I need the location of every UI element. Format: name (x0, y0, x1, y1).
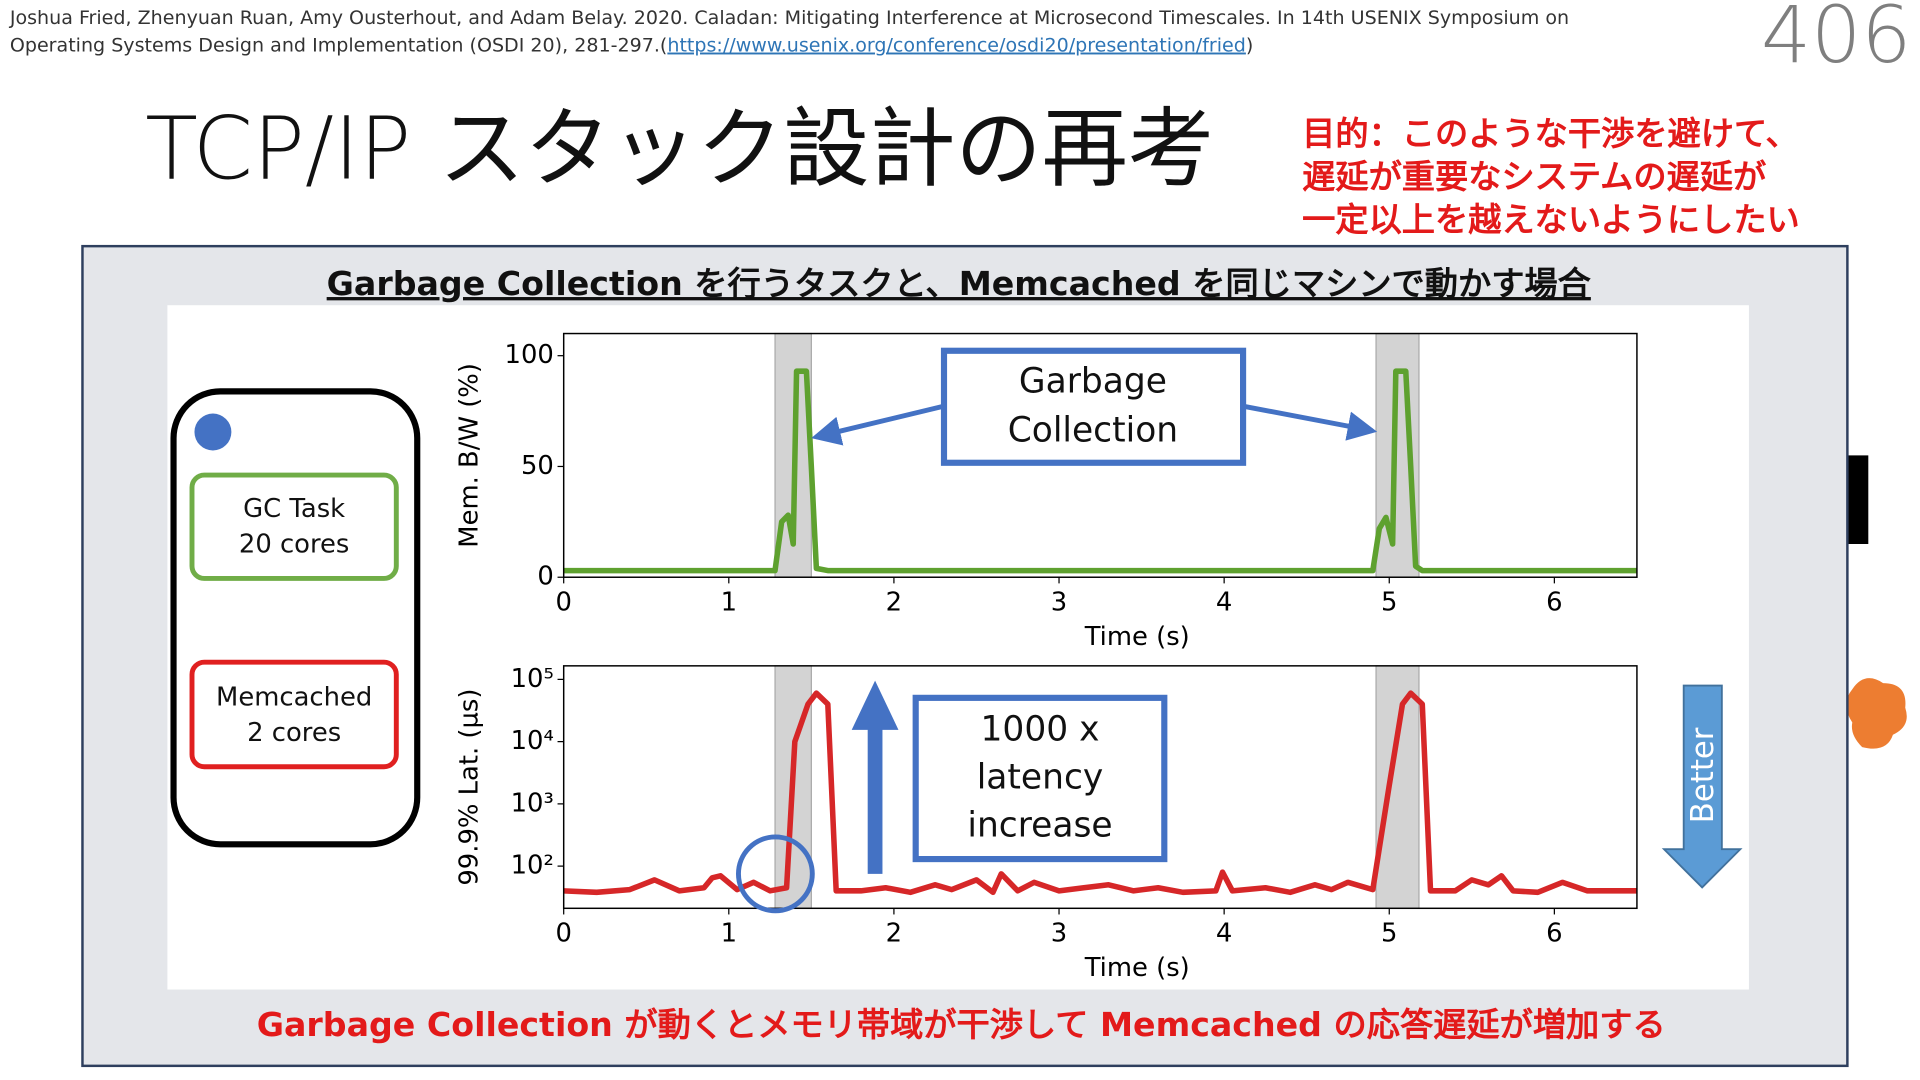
footer: Garbage Collection が動くとメモリ帯域が干渉して Memcac… (257, 1005, 1666, 1044)
callout-text: latency (977, 758, 1104, 798)
citation: Operating Systems Design and Implementat… (10, 34, 1253, 56)
x-tick-label: 5 (1381, 919, 1397, 949)
box-label: 2 cores (247, 718, 341, 748)
goal-text: 一定以上を越えないようにしたい (1302, 200, 1800, 239)
node-dot (194, 413, 232, 451)
callout-text: increase (967, 806, 1112, 846)
x-tick-label: 6 (1546, 919, 1562, 949)
x-tick-label: 3 (1051, 588, 1067, 618)
y-axis-label: Mem. B/W (%) (455, 363, 485, 548)
panel-title: Garbage Collection を行うタスクと、Memcached を同じ… (327, 264, 1592, 303)
x-tick-label: 5 (1381, 588, 1397, 618)
citation-text: ) (1246, 34, 1253, 56)
y-tick-label: 50 (521, 451, 554, 481)
x-tick-label: 0 (555, 588, 571, 618)
gc-box (189, 472, 399, 581)
box-label: GC Task (243, 494, 345, 524)
citation-link[interactable]: https://www.usenix.org/conference/osdi20… (667, 34, 1246, 56)
x-axis-label: Time (s) (1084, 953, 1190, 983)
edge-decoration (1846, 678, 1907, 749)
callout-text: 1000 x (980, 710, 1099, 750)
y-axis-label: 99.9% Lat. (µs) (455, 689, 485, 886)
x-tick-label: 2 (886, 919, 902, 949)
x-tick-label: 4 (1216, 588, 1232, 618)
better-arrow (1661, 684, 1743, 889)
x-tick-label: 0 (555, 919, 571, 949)
better-label: Better (1685, 727, 1721, 823)
edge-decoration (1846, 455, 1869, 544)
y-tick-label: 10² (511, 851, 554, 881)
slide-title: TCP/IP スタック設計の再考 (145, 100, 1214, 200)
box-label: Memcached (216, 682, 372, 712)
goal-text: 遅延が重要なシステムの遅延が (1302, 157, 1767, 196)
gc-span (1375, 665, 1420, 909)
memcached-box (189, 659, 399, 770)
x-tick-label: 1 (721, 919, 737, 949)
x-tick-label: 2 (886, 588, 902, 618)
citation-text: Operating Systems Design and Implementat… (10, 34, 668, 56)
y-tick-label: 0 (537, 562, 553, 592)
x-tick-label: 1 (721, 588, 737, 618)
plot-frame (562, 665, 1638, 910)
callout-text: Garbage (1019, 361, 1167, 401)
y-tick-label: 10⁵ (511, 664, 554, 694)
goal-text: 目的：このような干渉を避けて、 (1302, 114, 1799, 153)
y-tick-label: 10⁴ (511, 726, 554, 756)
up-arrow (851, 680, 899, 874)
callout-arrow (811, 403, 945, 446)
legend-node (170, 388, 421, 848)
highlight-circle (736, 834, 815, 914)
callout-arrow (1242, 403, 1378, 441)
plot-frame (562, 332, 1638, 578)
x-tick-label: 6 (1546, 588, 1562, 618)
x-tick-label: 3 (1051, 919, 1067, 949)
citation: Joshua Fried, Zhenyuan Ruan, Amy Ousterh… (9, 7, 1569, 29)
latency-callout (912, 694, 1168, 863)
series-line (563, 368, 1637, 574)
x-tick-label: 4 (1216, 919, 1232, 949)
y-tick-label: 10³ (511, 788, 554, 818)
callout-text: Collection (1008, 411, 1178, 451)
x-axis-label: Time (s) (1084, 622, 1190, 652)
series-line (563, 690, 1637, 896)
page-number: 406 (1761, 0, 1911, 81)
box-label: 20 cores (239, 530, 349, 560)
y-tick-label: 100 (505, 340, 554, 370)
